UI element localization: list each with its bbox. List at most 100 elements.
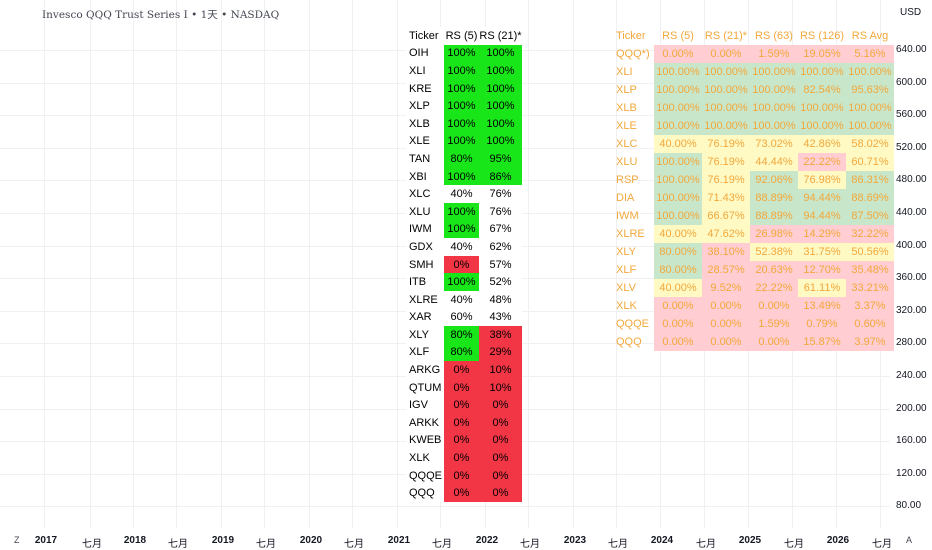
rs-value-cell: 0.00% <box>654 333 702 351</box>
rs-value-cell: 100.00% <box>654 153 702 171</box>
ticker-cell: DIA <box>616 192 635 204</box>
rs5-cell: 0% <box>444 431 479 450</box>
time-axis-year-label: 2017 <box>34 535 58 546</box>
rs-table-row: KWEB 0% 0% <box>406 431 522 450</box>
price-axis-label: 400.00 <box>896 239 927 251</box>
rs-avg-table-row: QQQ*) 0.00% 0.00% 1.59% 19.05% 5.16% <box>613 45 894 63</box>
rs-value-cell: 71.43% <box>702 189 750 207</box>
rs-value-cell: 61.11% <box>798 279 846 297</box>
time-axis-month-label: 七月 <box>82 539 102 550</box>
timezone-corner-label[interactable]: Z <box>14 535 20 545</box>
rs-value-cell: 88.69% <box>846 189 894 207</box>
rs-value-cell: 0.00% <box>750 297 798 315</box>
price-axis-label: 520.00 <box>896 141 927 153</box>
rs21-cell: 29% <box>479 343 522 362</box>
rs-table-row: IWM 100% 67% <box>406 220 522 239</box>
rs-value-cell: 5.16% <box>846 45 894 63</box>
rs-value-cell: 100.00% <box>846 63 894 81</box>
rs-avg-table-header-cell: RS Avg <box>851 30 889 42</box>
time-axis-month-label: 七月 <box>432 539 452 550</box>
rs-table-row: GDX 40% 62% <box>406 238 522 256</box>
price-axis-label: 280.00 <box>896 337 927 349</box>
currency-label[interactable]: USD <box>900 7 922 18</box>
rs5-cell: 80% <box>444 326 479 344</box>
rs5-cell: 0% <box>444 378 479 397</box>
rs-value-cell: 19.05% <box>798 45 846 63</box>
rs-value-cell: 100.00% <box>750 81 798 99</box>
grid-line-vertical <box>176 0 177 528</box>
time-axis-month-label: 七月 <box>520 539 540 550</box>
rs-avg-table-row: XLRE 40.00% 47.62% 26.98% 14.29% 32.22% <box>613 225 894 243</box>
rs-table-row: XLI 100% 100% <box>406 62 522 80</box>
rs21-cell: 43% <box>479 308 522 327</box>
rs-value-cell: 3.37% <box>846 297 894 315</box>
rs21-cell: 0% <box>479 414 522 432</box>
rs-value-cell: 76.19% <box>702 153 750 171</box>
ticker-cell: XLF <box>616 264 637 276</box>
rs-table-row: XLU 100% 76% <box>406 202 522 221</box>
rs-avg-table-row: IWM 100.00% 66.67% 88.89% 94.44% 87.50% <box>613 207 894 225</box>
ticker-cell: XLF <box>406 343 444 362</box>
time-axis-year-label: 2024 <box>650 535 674 546</box>
rs-value-cell: 100.00% <box>702 81 750 99</box>
rs-value-cell: 0.00% <box>702 333 750 351</box>
rs21-cell: 52% <box>479 273 522 291</box>
rs21-cell: 38% <box>479 326 522 344</box>
rs-table-row: XLY 80% 38% <box>406 326 522 344</box>
rs-table-row: XBI 100% 86% <box>406 167 522 186</box>
rs-value-cell: 80.00% <box>654 261 702 279</box>
rs-value-cell: 73.02% <box>750 135 798 153</box>
rs-avg-table-row: XLV 40.00% 9.52% 22.22% 61.11% 33.21% <box>613 279 894 297</box>
rs-table-row: QQQE 0% 0% <box>406 466 522 485</box>
grid-line-vertical <box>133 0 134 528</box>
rs-value-cell: 32.22% <box>846 225 894 243</box>
rs-avg-table-row: XLI 100.00% 100.00% 100.00% 100.00% 100.00% <box>613 63 894 81</box>
grid-line-horizontal <box>0 506 890 507</box>
rs-avg-table-header-cell: RS (126) <box>799 30 845 42</box>
rs-value-cell: 0.00% <box>750 333 798 351</box>
time-axis-year-label: 2018 <box>123 535 147 546</box>
rs21-cell: 62% <box>479 238 522 256</box>
rs-avg-table-row: DIA 100.00% 71.43% 88.89% 94.44% 88.69% <box>613 189 894 207</box>
rs-value-cell: 95.63% <box>846 81 894 99</box>
rs-value-cell: 33.21% <box>846 279 894 297</box>
rs-value-cell: 94.44% <box>798 207 846 225</box>
rs-value-cell: 100.00% <box>750 99 798 117</box>
rs-table-row: XLE 100% 100% <box>406 132 522 151</box>
rs-value-cell: 100.00% <box>702 63 750 81</box>
ticker-cell: GDX <box>406 238 444 256</box>
rs-table-row: XLF 80% 29% <box>406 343 522 362</box>
ticker-cell: KRE <box>406 79 444 98</box>
rs-value-cell: 9.52% <box>702 279 750 297</box>
price-axis-label: 360.00 <box>896 272 927 284</box>
rs-value-cell: 50.56% <box>846 243 894 261</box>
rs-avg-table-header: Ticker RS (5) RS (21)* RS (63) RS (126) RS Av… <box>613 27 894 45</box>
price-axis[interactable]: 640.00 600.00 560.00 520.00 480.00 440.00 400.… <box>890 0 932 528</box>
rs21-cell: 95% <box>479 150 522 168</box>
rs-avg-table-row: RSP 100.00% 76.19% 92.06% 76.98% 86.31% <box>613 171 894 189</box>
ticker-cell: IGV <box>406 396 444 415</box>
grid-line-vertical <box>90 0 91 528</box>
grid-line-vertical <box>573 0 574 528</box>
ticker-cell: XLC <box>406 185 444 203</box>
rs21-cell: 100% <box>479 132 522 151</box>
time-axis-month-label: 七月 <box>256 539 276 550</box>
ticker-cell: XLP <box>616 84 637 96</box>
rs5-cell: 0% <box>444 255 479 274</box>
time-axis-year-label: 2023 <box>563 535 587 546</box>
rs-value-cell: 0.00% <box>654 315 702 333</box>
rs-value-cell: 87.50% <box>846 207 894 225</box>
rs-table-row: ITB 100% 52% <box>406 273 522 291</box>
rs-value-cell: 22.22% <box>798 153 846 171</box>
rs-table-row: XLB 100% 100% <box>406 114 522 133</box>
time-axis[interactable]: Z A 2017 七月 2018 七月 2019 七月 2020 七月 2021 七月 2022 七月… <box>0 528 932 550</box>
ticker-cell: XLY <box>406 326 444 344</box>
rs21-cell: 0% <box>479 396 522 415</box>
auto-scale-button[interactable]: A <box>906 535 913 545</box>
rs21-cell: 48% <box>479 290 522 309</box>
grid-line-vertical <box>221 0 222 528</box>
rs-avg-table-header-cell: RS (21)* <box>704 30 748 42</box>
rs-value-cell: 42.86% <box>798 135 846 153</box>
ticker-cell: XLI <box>616 66 633 78</box>
rs21-cell: 57% <box>479 255 522 274</box>
